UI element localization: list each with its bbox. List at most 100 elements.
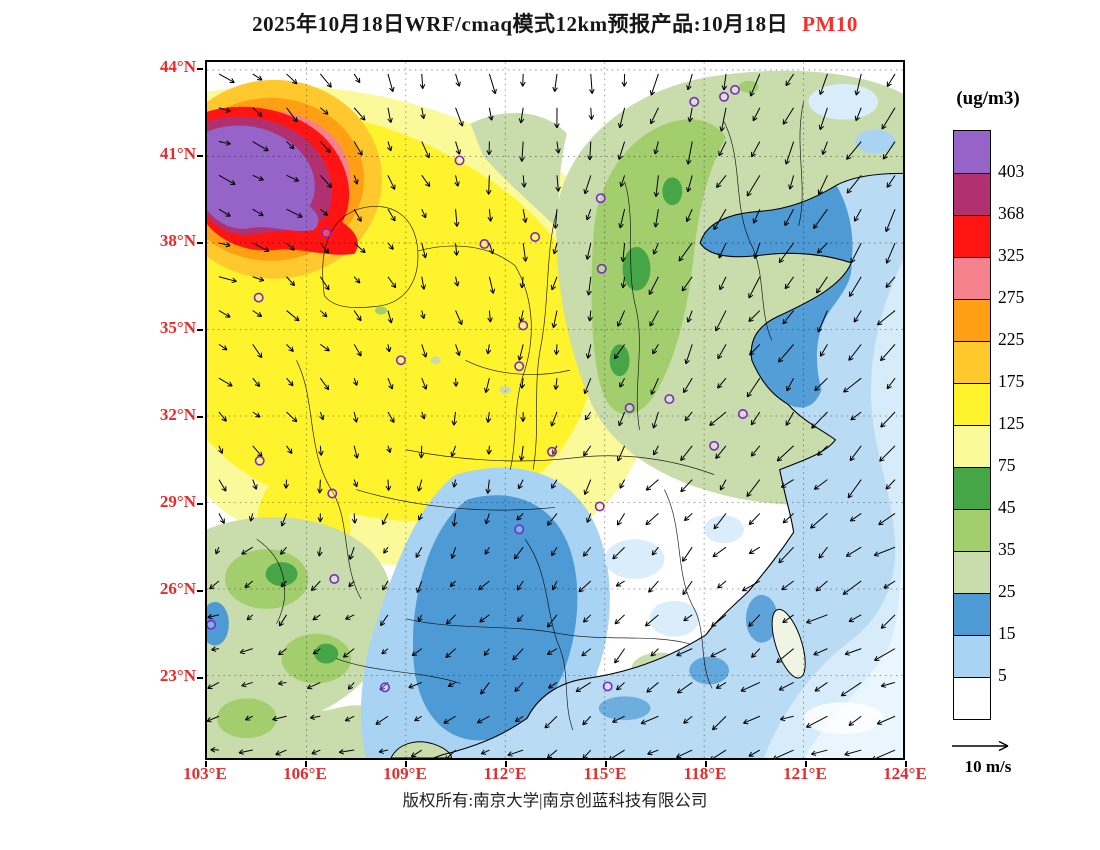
colorbar-cell xyxy=(954,467,990,509)
y-axis-tick-mark xyxy=(197,242,203,244)
city-marker xyxy=(689,96,700,107)
x-axis-tick-label: 106°E xyxy=(283,764,327,783)
colorbar-cell xyxy=(954,677,990,719)
city-marker xyxy=(596,263,607,274)
city-marker xyxy=(321,228,332,238)
colorbar-cell xyxy=(954,131,990,173)
wind-reference-label: 10 m/s xyxy=(964,757,1012,776)
page-title-main: 2025年10月18日WRF/cmaq模式12km预报产品:10月18日 xyxy=(252,12,789,36)
colorbar-level-label: 125 xyxy=(998,413,1025,433)
y-axis-tick-mark xyxy=(197,590,203,592)
wind-reference-arrow-icon xyxy=(950,738,1014,759)
wind-vectors xyxy=(207,73,896,758)
x-axis-tick-mark xyxy=(605,761,607,767)
x-axis-tick-mark xyxy=(505,761,507,767)
city-marker xyxy=(253,292,264,303)
colorbar-level-label: 325 xyxy=(998,245,1025,265)
city-marker xyxy=(395,355,406,366)
colorbar-cell xyxy=(954,215,990,257)
y-axis-tick-mark xyxy=(197,416,203,418)
colorbar-level-label: 15 xyxy=(998,623,1016,643)
x-axis-tick-label: 124°E xyxy=(883,764,927,783)
city-marker xyxy=(547,446,557,457)
x-axis-tick-mark xyxy=(205,761,207,767)
colorbar-cell xyxy=(954,425,990,467)
city-marker xyxy=(327,488,338,499)
city-marker xyxy=(624,403,635,413)
y-axis-tick-label: 44°N xyxy=(159,57,196,76)
colorbar-level-label: 175 xyxy=(998,371,1025,391)
y-axis-tick-mark xyxy=(197,329,203,331)
colorbar-level-label: 35 xyxy=(998,539,1016,559)
city-marker xyxy=(594,501,605,512)
page-title-pollutant: PM10 xyxy=(802,12,858,36)
city-marker xyxy=(518,320,529,331)
y-axis-tick-label: 35°N xyxy=(159,318,196,337)
colorbar-cell xyxy=(954,299,990,341)
x-axis-tick-mark xyxy=(405,761,407,767)
pm10-field xyxy=(207,62,903,758)
y-axis-tick-label: 38°N xyxy=(159,231,196,250)
city-marker xyxy=(380,682,390,693)
colorbar-cell xyxy=(954,341,990,383)
colorbar-cell xyxy=(954,383,990,425)
y-axis-tick-label: 29°N xyxy=(159,492,196,511)
graticule xyxy=(207,62,903,758)
city-marker xyxy=(737,409,748,419)
colorbar-level-label: 275 xyxy=(998,287,1025,307)
city-marker xyxy=(514,361,525,372)
city-marker xyxy=(514,524,525,535)
x-axis-tick-label: 118°E xyxy=(683,764,727,783)
pm10-map xyxy=(207,62,903,758)
x-axis-tick-mark xyxy=(805,761,807,767)
map-frame xyxy=(205,60,905,760)
city-marker xyxy=(454,155,465,166)
colorbar-unit-label: (ug/m3) xyxy=(956,88,1020,109)
colorbar-cell xyxy=(954,593,990,635)
colorbar-level-label: 45 xyxy=(998,497,1016,517)
colorbar-cell xyxy=(954,257,990,299)
colorbar-level-label: 25 xyxy=(998,581,1016,601)
y-axis-tick-label: 23°N xyxy=(159,666,196,685)
y-axis-tick-mark xyxy=(197,68,203,70)
city-marker xyxy=(530,232,541,242)
colorbar-cell xyxy=(954,173,990,215)
x-axis-tick-label: 112°E xyxy=(483,764,527,783)
y-axis-tick-label: 32°N xyxy=(159,405,196,424)
x-axis-tick-label: 115°E xyxy=(583,764,627,783)
y-axis-tick-mark xyxy=(197,155,203,157)
x-axis-tick-label: 109°E xyxy=(383,764,427,783)
coastline xyxy=(433,172,903,758)
city-marker xyxy=(207,619,216,630)
x-axis-tick-mark xyxy=(905,761,907,767)
y-axis-tick-label: 26°N xyxy=(159,579,196,598)
x-axis-tick-mark xyxy=(305,761,307,767)
colorbar-cell xyxy=(954,509,990,551)
colorbar-level-label: 75 xyxy=(998,455,1016,475)
city-marker xyxy=(709,440,720,451)
page-title: 2025年10月18日WRF/cmaq模式12km预报产品:10月18日 PM10 xyxy=(0,8,1100,38)
city-marker xyxy=(664,394,675,405)
y-axis-tick-mark xyxy=(197,677,203,679)
footer-copyright: 版权所有:南京大学|南京创蓝科技有限公司 xyxy=(402,791,708,810)
y-axis-tick-mark xyxy=(197,503,203,505)
y-axis-tick-label: 41°N xyxy=(159,144,196,163)
x-axis-tick-label: 103°E xyxy=(183,764,227,783)
colorbar-level-label: 225 xyxy=(998,329,1025,349)
colorbar-level-label: 403 xyxy=(998,161,1025,181)
city-marker xyxy=(719,91,729,102)
colorbar xyxy=(953,130,991,720)
city-marker xyxy=(479,238,490,249)
city-marker xyxy=(729,84,740,95)
x-axis-tick-mark xyxy=(705,761,707,767)
x-axis-tick-label: 121°E xyxy=(783,764,827,783)
colorbar-cell xyxy=(954,551,990,593)
city-marker xyxy=(329,574,340,584)
city-marker xyxy=(254,455,265,466)
colorbar-cell xyxy=(954,635,990,677)
city-marker xyxy=(595,193,606,204)
colorbar-level-label: 368 xyxy=(998,203,1025,223)
city-markers xyxy=(207,84,748,693)
city-marker xyxy=(602,681,613,692)
